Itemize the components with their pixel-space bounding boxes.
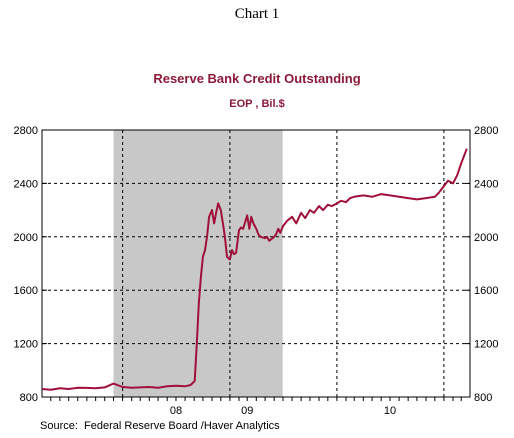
chart-title: Reserve Bank Credit Outstanding — [153, 71, 361, 86]
source-note: Source: Federal Reserve Board /Haver Ana… — [40, 420, 280, 432]
y-tick-label-right: 2000 — [474, 232, 498, 244]
page-heading: Chart 1 — [234, 6, 280, 22]
y-tick-label-right: 1200 — [474, 339, 498, 351]
gridlines — [42, 130, 470, 397]
y-tick-label-left: 2800 — [14, 125, 38, 137]
y-tick-label-right: 2400 — [474, 178, 498, 190]
y-tick-label-left: 2400 — [14, 178, 38, 190]
series-layer — [41, 148, 468, 391]
x-tick-label: 10 — [384, 405, 396, 417]
y-tick-label-right: 800 — [474, 392, 492, 404]
y-tick-label-right: 2800 — [474, 125, 498, 137]
series-line — [41, 148, 468, 391]
recession-shading-layer — [113, 130, 283, 397]
x-tick-label: 08 — [170, 405, 182, 417]
y-tick-label-left: 1600 — [14, 285, 38, 297]
recession-shade — [113, 130, 283, 397]
y-tick-label-right: 1600 — [474, 285, 498, 297]
axis-ticks — [42, 129, 470, 401]
y-tick-label-left: 800 — [20, 392, 38, 404]
x-tick-label: 09 — [241, 405, 253, 417]
y-tick-label-left: 2000 — [14, 232, 38, 244]
y-tick-label-left: 1200 — [14, 339, 38, 351]
axis-labels: 800 800 1200 1200 1600 1600 2000 2000 2400 2400 28… — [14, 125, 499, 417]
chart-subtitle: EOP , Bil.$ — [229, 98, 285, 110]
